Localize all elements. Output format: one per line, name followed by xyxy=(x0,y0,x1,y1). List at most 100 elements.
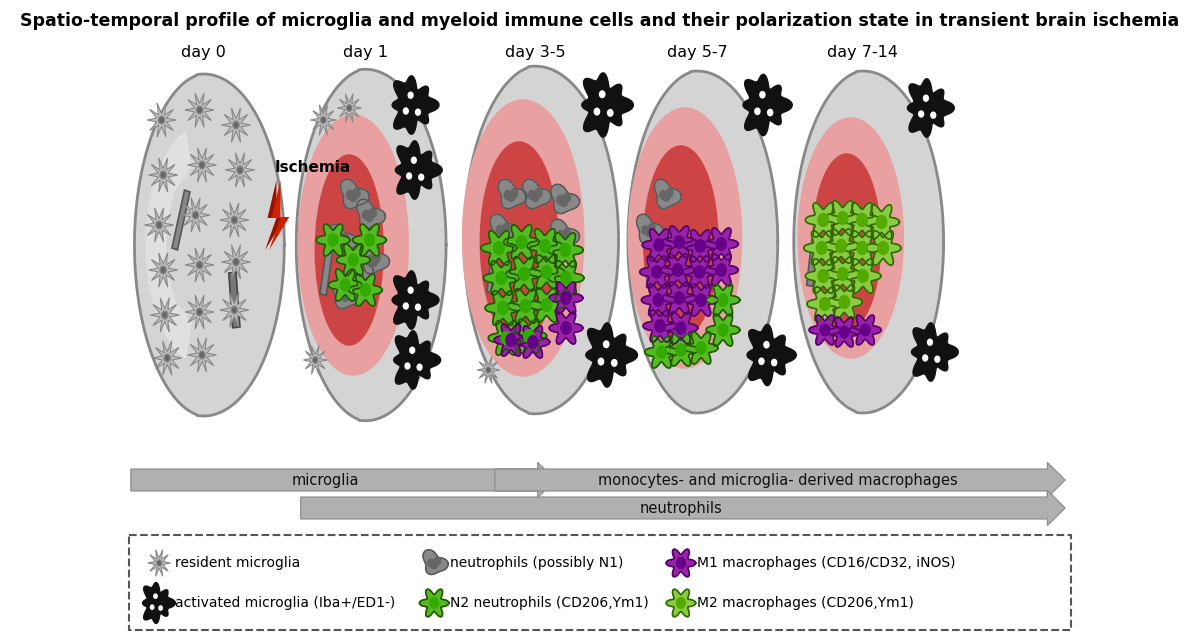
Polygon shape xyxy=(317,224,350,256)
Circle shape xyxy=(199,351,205,359)
Circle shape xyxy=(716,238,726,250)
Circle shape xyxy=(198,108,202,112)
Circle shape xyxy=(499,227,506,236)
Polygon shape xyxy=(551,184,580,213)
Circle shape xyxy=(674,292,684,304)
Polygon shape xyxy=(329,224,358,253)
Circle shape xyxy=(760,91,764,98)
Circle shape xyxy=(562,322,571,334)
Circle shape xyxy=(197,308,203,316)
Polygon shape xyxy=(341,179,370,208)
Circle shape xyxy=(487,368,490,371)
Circle shape xyxy=(696,342,706,354)
Polygon shape xyxy=(494,462,1066,498)
Circle shape xyxy=(408,287,413,293)
Text: day 7-14: day 7-14 xyxy=(828,44,899,60)
Circle shape xyxy=(158,606,162,610)
Circle shape xyxy=(232,306,238,314)
Polygon shape xyxy=(392,76,439,134)
Polygon shape xyxy=(320,244,334,295)
Text: day 3-5: day 3-5 xyxy=(505,44,565,60)
Circle shape xyxy=(528,190,535,199)
Circle shape xyxy=(673,264,683,276)
Circle shape xyxy=(322,118,325,122)
Polygon shape xyxy=(481,231,517,265)
Circle shape xyxy=(350,265,358,274)
Polygon shape xyxy=(907,79,954,137)
Polygon shape xyxy=(804,231,840,265)
Circle shape xyxy=(557,231,564,239)
Polygon shape xyxy=(827,285,862,319)
Polygon shape xyxy=(809,315,841,345)
Polygon shape xyxy=(130,535,1070,630)
Circle shape xyxy=(563,229,570,237)
Circle shape xyxy=(511,189,518,197)
Polygon shape xyxy=(185,93,214,127)
Text: M2 macrophages (CD206,Ym1): M2 macrophages (CD206,Ym1) xyxy=(697,596,914,610)
Polygon shape xyxy=(361,244,390,274)
Text: M1 macrophages (CD16/CD32, iNOS): M1 macrophages (CD16/CD32, iNOS) xyxy=(697,556,955,570)
Polygon shape xyxy=(511,319,547,353)
Circle shape xyxy=(354,267,361,276)
Polygon shape xyxy=(824,257,860,291)
Circle shape xyxy=(676,322,686,334)
Circle shape xyxy=(857,213,868,227)
Polygon shape xyxy=(494,324,528,356)
Circle shape xyxy=(718,294,728,306)
Polygon shape xyxy=(498,179,527,208)
Text: day 1: day 1 xyxy=(343,44,388,60)
Polygon shape xyxy=(654,179,682,208)
Polygon shape xyxy=(353,224,386,256)
Circle shape xyxy=(342,293,349,302)
Circle shape xyxy=(353,189,360,197)
Circle shape xyxy=(418,364,422,370)
Circle shape xyxy=(312,357,318,363)
Polygon shape xyxy=(222,245,251,279)
Circle shape xyxy=(652,266,661,278)
Circle shape xyxy=(716,238,726,250)
Circle shape xyxy=(320,116,326,124)
Circle shape xyxy=(654,239,664,251)
Circle shape xyxy=(923,355,928,361)
Circle shape xyxy=(612,359,617,366)
Polygon shape xyxy=(356,199,385,229)
Polygon shape xyxy=(487,237,499,293)
Circle shape xyxy=(594,109,600,115)
Circle shape xyxy=(410,347,415,353)
Polygon shape xyxy=(551,219,580,248)
Circle shape xyxy=(360,284,371,296)
Circle shape xyxy=(236,166,244,174)
Polygon shape xyxy=(148,550,170,577)
Circle shape xyxy=(858,269,868,283)
Text: neutrophils (possibly N1): neutrophils (possibly N1) xyxy=(450,556,624,570)
Circle shape xyxy=(840,326,848,338)
Polygon shape xyxy=(743,74,792,136)
Polygon shape xyxy=(185,295,214,329)
Circle shape xyxy=(163,313,167,317)
Circle shape xyxy=(642,226,649,234)
Polygon shape xyxy=(311,105,336,135)
Circle shape xyxy=(337,237,344,246)
Polygon shape xyxy=(628,71,778,413)
Polygon shape xyxy=(506,257,542,291)
Circle shape xyxy=(233,308,236,312)
Polygon shape xyxy=(336,244,370,276)
Circle shape xyxy=(192,211,199,219)
Circle shape xyxy=(198,263,202,267)
Circle shape xyxy=(562,322,571,334)
Polygon shape xyxy=(296,69,446,421)
Circle shape xyxy=(412,157,416,163)
Polygon shape xyxy=(134,74,284,416)
Circle shape xyxy=(931,112,936,118)
Circle shape xyxy=(486,367,491,373)
Polygon shape xyxy=(643,310,677,342)
Circle shape xyxy=(164,354,170,362)
Circle shape xyxy=(860,324,870,336)
Polygon shape xyxy=(664,312,697,344)
Circle shape xyxy=(677,558,685,568)
Circle shape xyxy=(403,108,408,114)
Circle shape xyxy=(344,288,352,297)
Polygon shape xyxy=(484,261,520,295)
Circle shape xyxy=(695,266,704,278)
Circle shape xyxy=(370,208,377,217)
